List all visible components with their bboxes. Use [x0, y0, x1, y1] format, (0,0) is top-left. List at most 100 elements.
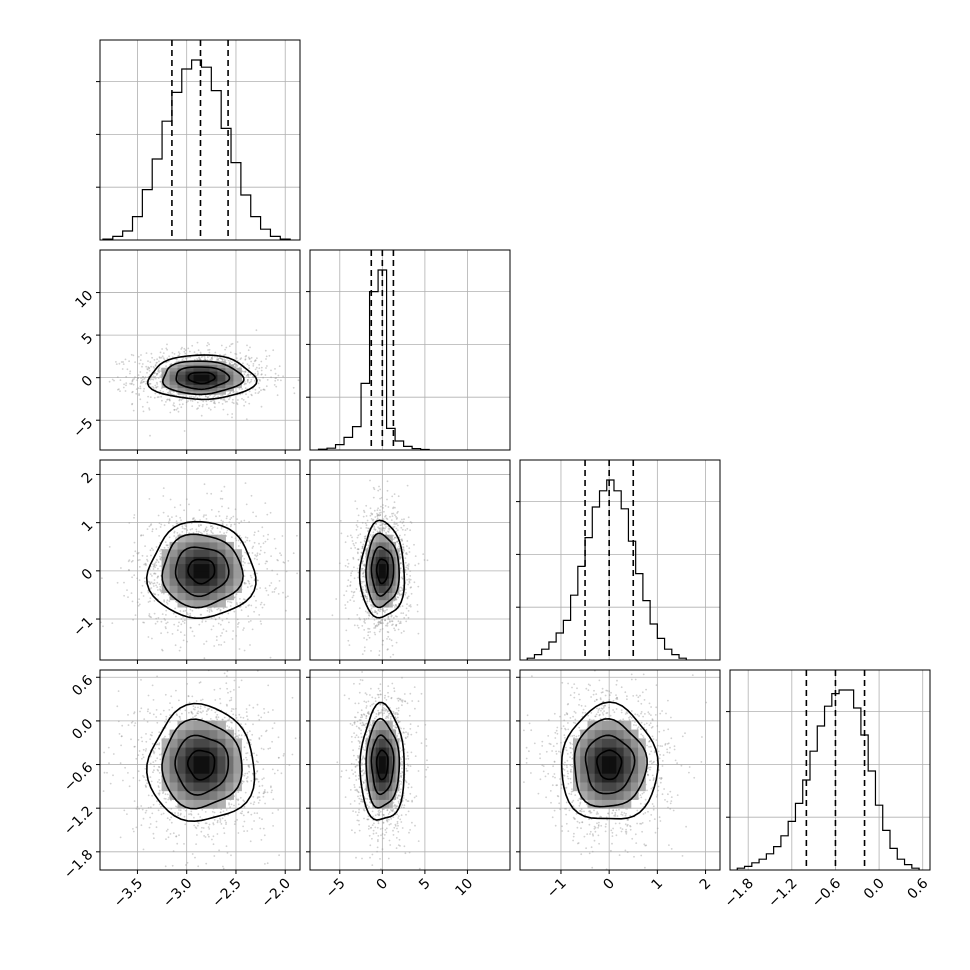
sample-point	[185, 525, 188, 528]
sample-point	[414, 564, 417, 567]
sample-point	[156, 385, 159, 388]
sample-point	[346, 559, 349, 561]
sample-point	[196, 358, 198, 360]
sample-point	[176, 358, 178, 361]
sample-point	[243, 370, 246, 373]
sample-point	[179, 646, 182, 649]
density-cell	[201, 367, 210, 372]
sample-point	[188, 532, 191, 534]
sample-point	[351, 570, 354, 572]
sample-point	[123, 383, 125, 386]
sample-point	[139, 398, 142, 401]
sample-point	[248, 582, 251, 585]
sample-point	[208, 614, 211, 617]
sample-point	[247, 580, 250, 583]
sample-point	[376, 514, 379, 517]
sample-point	[259, 587, 261, 589]
sample-point	[141, 376, 144, 378]
sample-point	[243, 627, 245, 629]
sample-point	[219, 531, 222, 533]
sample-point	[167, 593, 170, 596]
sample-point	[152, 549, 155, 551]
sample-point	[377, 514, 379, 517]
sample-point	[245, 418, 248, 421]
sample-point	[168, 600, 171, 603]
sample-point	[143, 621, 146, 624]
sample-point	[404, 588, 407, 591]
sample-point	[168, 398, 171, 401]
sample-point	[184, 356, 187, 359]
sample-point	[389, 621, 391, 623]
sample-point	[250, 494, 253, 497]
sample-point	[228, 521, 231, 524]
sample-point	[262, 535, 265, 537]
density-cell	[233, 578, 242, 586]
sample-point	[245, 606, 247, 609]
sample-point	[157, 575, 159, 578]
sample-point	[225, 361, 228, 364]
sample-point	[240, 520, 243, 523]
sample-point	[382, 522, 385, 525]
density-cell	[169, 549, 179, 557]
sample-point	[395, 623, 398, 626]
sample-point	[205, 518, 208, 520]
sample-point	[260, 366, 263, 369]
sample-point	[128, 522, 131, 524]
sample-point	[173, 405, 176, 408]
sample-point	[250, 360, 253, 363]
sample-point	[243, 519, 246, 522]
sample-point	[138, 566, 141, 568]
sample-point	[400, 538, 402, 541]
sample-point	[181, 531, 184, 533]
sample-point	[200, 414, 203, 417]
sample-point	[370, 512, 373, 515]
sample-point	[147, 360, 149, 362]
sample-point	[399, 622, 402, 624]
sample-point	[363, 629, 366, 631]
sample-point	[379, 622, 382, 625]
sample-point	[391, 512, 393, 515]
sample-point	[219, 608, 222, 611]
sample-point	[161, 613, 164, 615]
sample-point	[166, 621, 169, 624]
sample-point	[408, 551, 411, 553]
sample-point	[152, 375, 155, 378]
sample-point	[154, 364, 157, 366]
sample-point	[395, 536, 398, 539]
sample-point	[396, 529, 399, 532]
sample-point	[187, 695, 190, 698]
sample-point	[205, 640, 208, 643]
sample-point	[123, 594, 125, 597]
density-cell	[375, 549, 380, 557]
sample-point	[127, 560, 130, 563]
sample-point	[201, 618, 204, 621]
sample-point	[382, 639, 384, 642]
sample-point	[406, 597, 409, 600]
density-cell	[177, 364, 186, 369]
sample-point	[238, 648, 241, 650]
sample-point	[153, 579, 156, 581]
sample-point	[383, 523, 386, 526]
sample-point	[193, 351, 196, 353]
sample-point	[369, 631, 371, 633]
sample-point	[222, 827, 225, 829]
sample-point	[156, 743, 159, 746]
sample-point	[370, 538, 372, 541]
sample-point	[259, 620, 262, 623]
sample-point	[243, 805, 246, 808]
density-cell	[382, 570, 387, 579]
sample-point	[253, 801, 256, 803]
sample-point	[149, 573, 152, 575]
sample-point	[145, 380, 148, 383]
sample-point	[378, 512, 381, 514]
density-cell	[177, 578, 186, 586]
sample-point	[190, 813, 193, 816]
sample-point	[103, 751, 105, 754]
sample-point	[124, 390, 127, 392]
sample-point	[357, 558, 360, 561]
sample-point	[395, 522, 398, 525]
density-cell	[217, 364, 226, 369]
sample-point	[131, 559, 134, 562]
sample-point	[382, 527, 385, 530]
